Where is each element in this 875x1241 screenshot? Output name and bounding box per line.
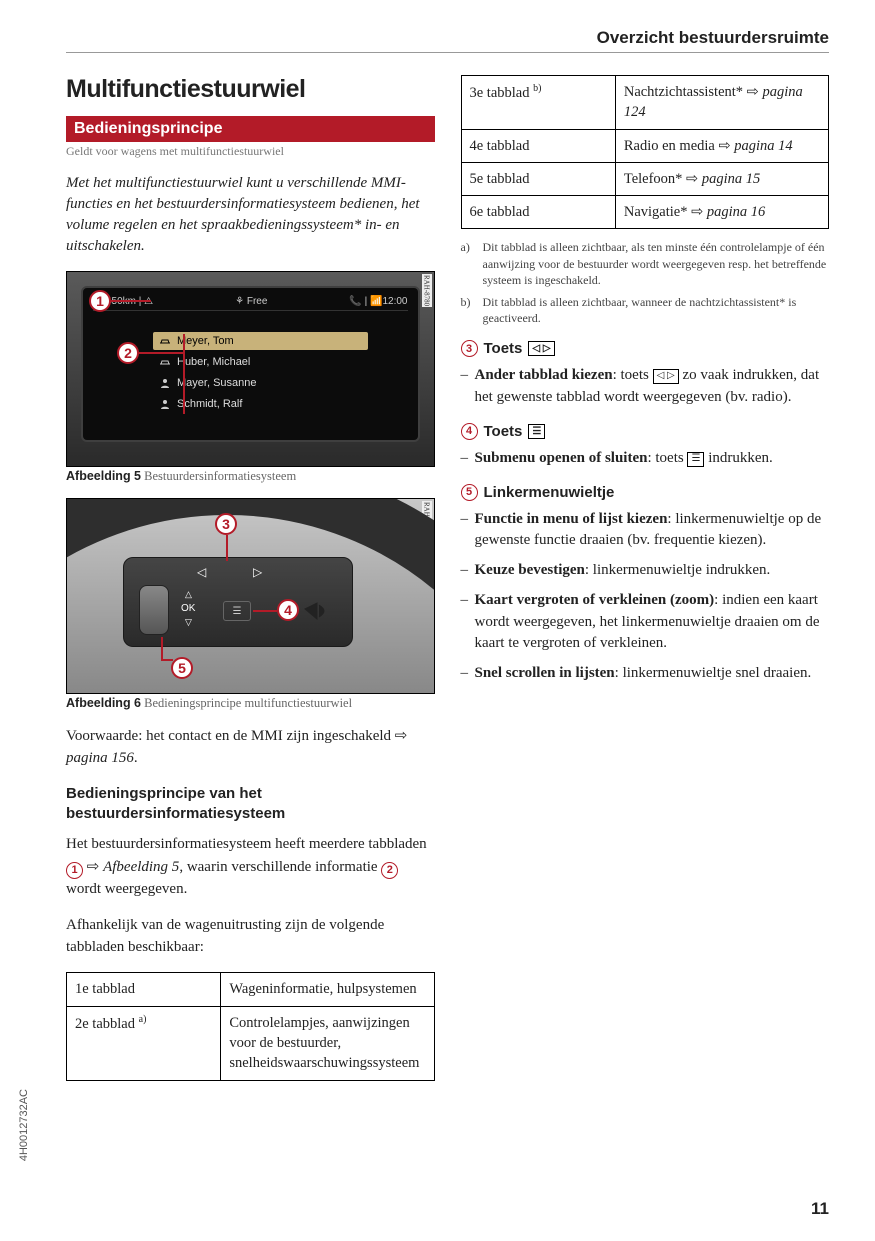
nav-down-icon: ▽ [185, 617, 192, 628]
table-row: 4e tabbladRadio en media ⇨ pagina 14 [461, 129, 829, 162]
step-5-list: Functie in menu of lijst kiezen: linkerm… [461, 509, 830, 685]
figure-5: RAH-8780 ⏵⚞450km | △ ⚘ Free 📞 | 📶12:00 M… [66, 271, 435, 467]
footnotes: a)Dit tabblad is alleen zichtbaar, als t… [461, 239, 830, 326]
step-3-heading: 3 Toets ◁ ▷ [461, 340, 830, 357]
ref-2: 2 [381, 862, 398, 879]
dashboard-topbar: ⏵⚞450km | △ ⚘ Free 📞 | 📶12:00 [93, 296, 408, 311]
callout-3: 3 [215, 513, 237, 535]
ref-5: 5 [461, 484, 478, 501]
two-column-layout: Multifunctiestuurwiel Bedieningsprincipe… [66, 75, 829, 1091]
nav-right-icon: ▷ [253, 565, 262, 579]
menu-key-icon: ☰ [687, 452, 704, 467]
tab-key: 6e tabblad [461, 196, 615, 229]
depends-paragraph: Afhankelijk van de wagenuitrusting zijn … [66, 915, 435, 959]
running-header: Overzicht bestuurdersruimte [66, 28, 829, 53]
tab-value: Wageninformatie, hulpsystemen [221, 973, 434, 1006]
person-icon [159, 399, 171, 409]
menu-button-icon: ☰ [223, 601, 251, 621]
figure-6-caption: Afbeelding 6 Bedieningsprincipe multifun… [66, 696, 435, 711]
tab-key: 1e tabblad [67, 973, 221, 1006]
nav-key-icon: ◁ ▷ [653, 369, 679, 384]
right-column: 3e tabblad b)Nachtzichtassistent* ⇨ pagi… [461, 75, 830, 1091]
list-item: Submenu openen of sluiten: toets ☰ indru… [461, 448, 830, 470]
tab-value: Telefoon* ⇨ pagina 15 [615, 162, 828, 195]
callout-4: 4 [277, 599, 299, 621]
footnote-a: a)Dit tabblad is alleen zichtbaar, als t… [461, 239, 830, 288]
tab-value: Nachtzichtassistent* ⇨ pagina 124 [615, 76, 828, 130]
figure-code: RAH-8780 [422, 274, 432, 307]
contact-name: Meyer, Tom [177, 335, 234, 347]
status-free: ⚘ Free [235, 296, 267, 307]
car-icon [159, 357, 171, 367]
subsection-bar: Bedieningsprincipe [66, 116, 435, 142]
person-icon [159, 378, 171, 388]
tab-value: Controlelampjes, aanwijzingen voor de be… [221, 1006, 434, 1080]
dis-principle-heading: Bedieningsprincipe van het bestuurdersin… [66, 784, 435, 825]
intro-paragraph: Met het multifunctiestuurwiel kunt u ver… [66, 173, 435, 257]
step-3-list: Ander tabblad kiezen: toets ◁ ▷ zo vaak … [461, 365, 830, 409]
contact-name: Huber, Michael [177, 356, 250, 368]
nav-up-icon: △ [185, 589, 192, 600]
section-title: Multifunctiestuurwiel [66, 75, 435, 104]
tabs-table-2: 3e tabblad b)Nachtzichtassistent* ⇨ pagi… [461, 75, 830, 229]
table-row: 2e tabblad a)Controlelampjes, aanwijzing… [67, 1006, 435, 1080]
list-item: Ander tabblad kiezen: toets ◁ ▷ zo vaak … [461, 365, 830, 409]
nav-left-icon: ◁ [197, 565, 206, 579]
tab-key: 5e tabblad [461, 162, 615, 195]
footnote-b: b)Dit tabblad is alleen zichtbaar, wanne… [461, 294, 830, 326]
tab-key: 2e tabblad a) [67, 1006, 221, 1080]
document-code: 4H0012732AC [18, 1089, 30, 1161]
ok-label: OK [181, 603, 195, 614]
tabs-table-1: 1e tabbladWageninformatie, hulpsystemen … [66, 972, 435, 1080]
horn-icon [303, 599, 343, 623]
contact-row: Mayer, Susanne [153, 374, 368, 392]
applies-to-note: Geldt voor wagens met multifunctiestuurw… [66, 144, 435, 159]
nav-key-icon: ◁ ▷ [528, 341, 554, 356]
figure-6: RAH-8778 ◁ ▷ △ OK ▽ ☰ 3 4 5 [66, 498, 435, 694]
prerequisite: Voorwaarde: het contact en de MMI zijn i… [66, 725, 435, 770]
step-5-heading: 5 Linkermenuwieltje [461, 484, 830, 501]
thumbwheel [139, 585, 169, 635]
callout-2: 2 [117, 342, 139, 364]
table-row: 3e tabblad b)Nachtzichtassistent* ⇨ pagi… [461, 76, 829, 130]
callout-1: 1 [89, 290, 111, 312]
contact-name: Mayer, Susanne [177, 377, 257, 389]
contact-row: Schmidt, Ralf [153, 395, 368, 413]
tab-key: 3e tabblad b) [461, 76, 615, 130]
page-number: 11 [811, 1199, 829, 1219]
menu-key-icon: ☰ [528, 424, 545, 439]
step-4-heading: 4 Toets ☰ [461, 423, 830, 440]
contact-row-selected: Meyer, Tom [153, 332, 368, 350]
car-icon [159, 336, 171, 346]
dashboard-display: ⏵⚞450km | △ ⚘ Free 📞 | 📶12:00 Meyer, Tom… [81, 286, 420, 442]
ref-1: 1 [66, 862, 83, 879]
figure-5-caption: Afbeelding 5 Bestuurdersinformatiesystee… [66, 469, 435, 484]
step-4-list: Submenu openen of sluiten: toets ☰ indru… [461, 448, 830, 470]
list-item: Functie in menu of lijst kiezen: linkerm… [461, 509, 830, 553]
list-item: Keuze bevestigen: linkermenuwieltje indr… [461, 560, 830, 582]
table-row: 5e tabbladTelefoon* ⇨ pagina 15 [461, 162, 829, 195]
dis-tabs-paragraph: Het bestuurdersinformatiesysteem heeft m… [66, 834, 435, 901]
callout-5: 5 [171, 657, 193, 679]
tab-value: Radio en media ⇨ pagina 14 [615, 129, 828, 162]
clock: 📞 | 📶12:00 [349, 296, 407, 307]
list-item: Snel scrollen in lijsten: linkermenuwiel… [461, 663, 830, 685]
ref-3: 3 [461, 340, 478, 357]
table-row: 1e tabbladWageninformatie, hulpsystemen [67, 973, 435, 1006]
table-row: 6e tabbladNavigatie* ⇨ pagina 16 [461, 196, 829, 229]
tab-value: Navigatie* ⇨ pagina 16 [615, 196, 828, 229]
left-column: Multifunctiestuurwiel Bedieningsprincipe… [66, 75, 435, 1091]
contact-name: Schmidt, Ralf [177, 398, 242, 410]
tab-key: 4e tabblad [461, 129, 615, 162]
list-item: Kaart vergroten of verkleinen (zoom): in… [461, 590, 830, 655]
ref-4: 4 [461, 423, 478, 440]
contact-row: Huber, Michael [153, 353, 368, 371]
